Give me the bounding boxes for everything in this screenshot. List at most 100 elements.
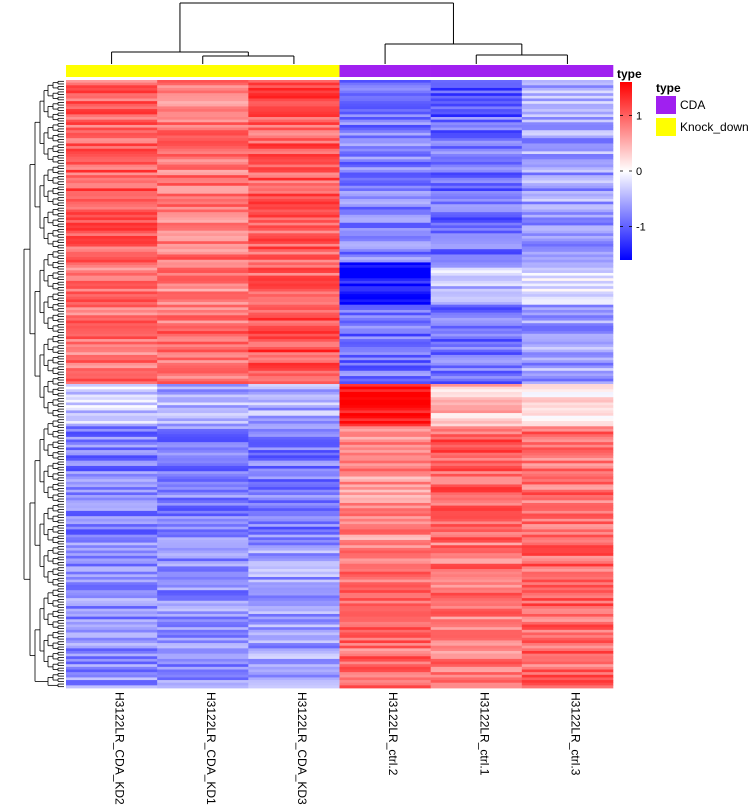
- heatmap-cell: [157, 143, 249, 147]
- heatmap-cell: [248, 624, 340, 628]
- heatmap-cell: [248, 576, 340, 581]
- heatmap-cell: [66, 196, 158, 200]
- heatmap-cell: [521, 582, 614, 586]
- heatmap-cell: [248, 566, 340, 570]
- heatmap-cell: [248, 257, 340, 261]
- heatmap-cell: [339, 288, 431, 292]
- heatmap-cell: [66, 270, 158, 274]
- heatmap-cell: [339, 378, 431, 382]
- heatmap-cell: [521, 124, 614, 128]
- heatmap-cell: [339, 682, 431, 686]
- heatmap-cell: [157, 399, 249, 403]
- heatmap-cell: [157, 582, 249, 586]
- heatmap-cell: [339, 320, 431, 324]
- heatmap-cell: [157, 576, 249, 581]
- heatmap-cell: [339, 154, 431, 158]
- heatmap-cell: [430, 574, 523, 578]
- heatmap-cell: [66, 658, 158, 662]
- heatmap-cell: [430, 95, 523, 99]
- heatmap-cell: [521, 534, 614, 538]
- heatmap-cell: [248, 603, 340, 607]
- heatmap-cell: [66, 413, 158, 417]
- heatmap-cell: [521, 516, 614, 520]
- heatmap-cell: [66, 175, 158, 179]
- heatmap-cell: [339, 415, 431, 419]
- heatmap-cell: [339, 603, 431, 607]
- heatmap-cell: [430, 394, 523, 398]
- heatmap-cell: [248, 286, 340, 290]
- heatmap-cell: [521, 428, 614, 432]
- heatmap-cell: [430, 680, 523, 684]
- heatmap-cell: [521, 468, 614, 472]
- heatmap-cell: [66, 442, 158, 446]
- heatmap-cell: [521, 569, 614, 573]
- heatmap-cell: [248, 119, 340, 123]
- heatmap-cell: [66, 566, 158, 570]
- heatmap-cell: [521, 532, 614, 536]
- heatmap-cell: [521, 98, 614, 102]
- heatmap-cell: [248, 542, 340, 546]
- heatmap-cell: [339, 156, 431, 160]
- heatmap-cell: [521, 508, 614, 512]
- heatmap-cell: [521, 286, 614, 290]
- heatmap-cell: [430, 80, 523, 84]
- heatmap-cell: [521, 317, 614, 321]
- heatmap-cell: [157, 545, 249, 549]
- heatmap-cell: [157, 280, 249, 284]
- heatmap-cell: [430, 595, 523, 599]
- heatmap-cell: [339, 566, 431, 570]
- heatmap-cell: [66, 254, 158, 258]
- heatmap-cell: [521, 132, 614, 136]
- heatmap-cell: [430, 656, 523, 660]
- heatmap-cell: [66, 169, 158, 173]
- heatmap-cell: [521, 177, 614, 181]
- heatmap-cell: [430, 196, 523, 200]
- heatmap-cell: [157, 595, 249, 599]
- heatmap-cell: [339, 246, 431, 250]
- heatmap-cell: [521, 262, 614, 266]
- heatmap-cell: [430, 608, 523, 612]
- heatmap-cell: [430, 294, 523, 298]
- heatmap-cell: [339, 272, 431, 277]
- heatmap-cell: [157, 336, 249, 340]
- heatmap-cell: [430, 291, 523, 295]
- heatmap-cell: [339, 201, 431, 205]
- heatmap-cell: [66, 495, 158, 499]
- heatmap-cell: [521, 167, 614, 171]
- heatmap-cell: [430, 561, 523, 565]
- heatmap-cell: [521, 331, 614, 335]
- heatmap-cell: [430, 191, 523, 195]
- heatmap-cell: [521, 90, 614, 94]
- heatmap-cell: [157, 452, 249, 456]
- heatmap-cell: [521, 492, 614, 496]
- heatmap-cell: [339, 489, 431, 493]
- heatmap-cell: [66, 574, 158, 578]
- heatmap-cell: [339, 471, 431, 475]
- heatmap-cell: [157, 198, 249, 202]
- heatmap-cell: [339, 368, 431, 372]
- heatmap-cell: [248, 669, 340, 673]
- heatmap-cell: [521, 238, 614, 242]
- heatmap-cell: [157, 119, 249, 123]
- heatmap-cell: [157, 167, 249, 171]
- heatmap-cell: [430, 397, 523, 401]
- heatmap-cell: [157, 532, 249, 536]
- heatmap-cell: [157, 569, 249, 573]
- heatmap-cell: [430, 661, 523, 665]
- heatmap-cell: [521, 510, 614, 514]
- heatmap-cell: [157, 674, 249, 678]
- heatmap-cell: [248, 661, 340, 665]
- heatmap-cell: [66, 362, 158, 366]
- heatmap-cell: [157, 566, 249, 570]
- heatmap-cell: [430, 373, 523, 377]
- heatmap-cell: [339, 85, 431, 89]
- heatmap-cell: [430, 130, 523, 134]
- heatmap-cell: [66, 365, 158, 369]
- heatmap-cell: [339, 450, 431, 454]
- heatmap-cell: [66, 513, 158, 517]
- heatmap-cell: [430, 376, 523, 380]
- heatmap-cell: [339, 444, 431, 448]
- heatmap-cell: [339, 685, 431, 689]
- heatmap-cell: [521, 526, 614, 530]
- heatmap-cell: [157, 484, 249, 488]
